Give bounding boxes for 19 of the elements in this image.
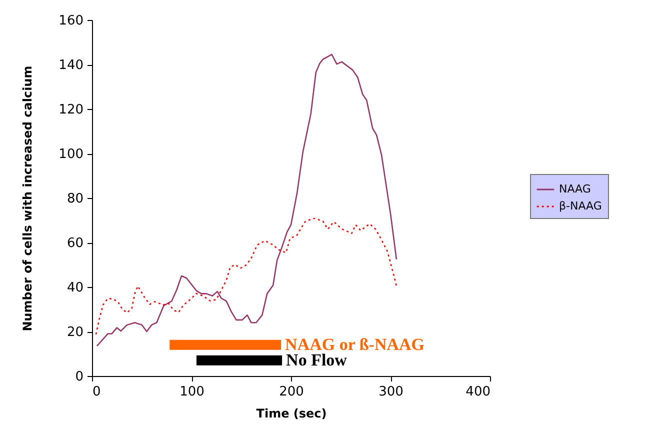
y-tick-label: 100	[58, 147, 84, 162]
x-tick-label: 0	[92, 384, 101, 400]
legend-label: β-NAAG	[559, 200, 602, 212]
y-tick-label: 120	[58, 102, 84, 118]
x-axis-title: Time (sec)	[256, 406, 327, 420]
x-tick-label: 400	[466, 384, 490, 400]
x-tick-label: 300	[378, 384, 404, 400]
x-tick-label: 200	[279, 384, 304, 400]
legend-label: NAAG	[559, 182, 591, 196]
line-series	[95, 218, 398, 336]
y-tick-label: 20	[66, 325, 84, 340]
y-tick-label: 140	[58, 58, 84, 73]
y-tick-label: 80	[66, 192, 84, 206]
y-tick-label: 160	[58, 14, 84, 28]
y-axis-title: Number of cells with increased calcium	[20, 66, 35, 332]
y-tick-label: 60	[66, 236, 84, 251]
y-tick-label: 0	[75, 370, 84, 384]
x-tick-label: 100	[180, 384, 204, 400]
y-tick-label: 40	[66, 280, 84, 296]
